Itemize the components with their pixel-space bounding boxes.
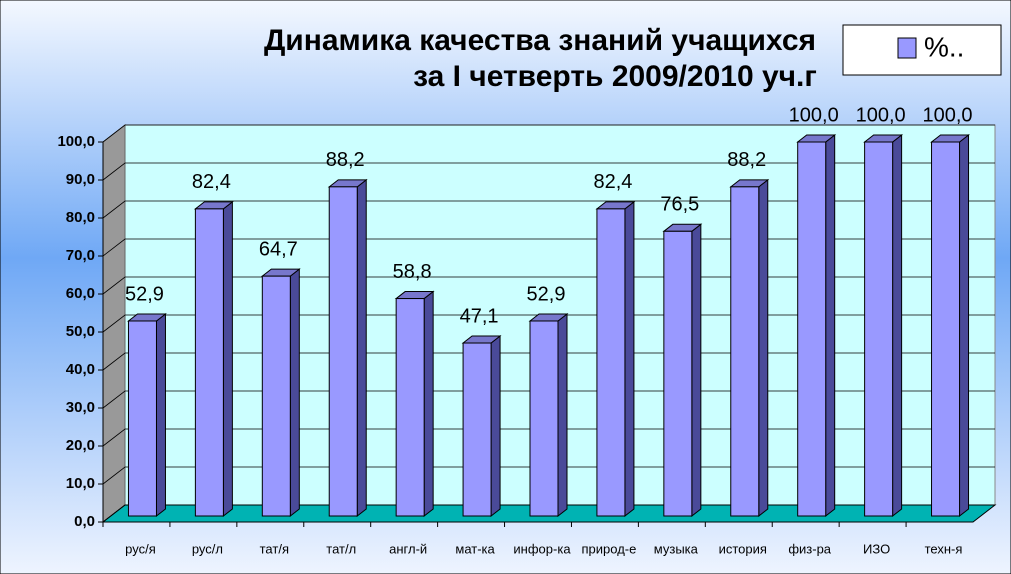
- x-tick-label: рус/л: [192, 541, 223, 556]
- bar-front: [529, 320, 559, 517]
- bar-side: [289, 268, 300, 518]
- bar: [528, 312, 569, 518]
- bar-front: [730, 186, 760, 517]
- x-tick-label: англ-й: [389, 541, 427, 556]
- value-label: 82,4: [192, 171, 231, 193]
- y-tick-label: 90,0: [66, 171, 95, 188]
- value-label: 64,7: [259, 238, 298, 260]
- bar: [729, 178, 770, 518]
- grid-line: [102, 162, 995, 181]
- bar-front: [663, 230, 693, 517]
- bar: [260, 268, 301, 518]
- bar-front: [864, 141, 894, 517]
- y-tick-label: 50,0: [66, 323, 95, 340]
- bar: [193, 200, 234, 518]
- bar-front: [395, 298, 425, 517]
- bar-side: [356, 178, 367, 518]
- bar-side: [959, 133, 970, 518]
- bar: [863, 133, 904, 518]
- bar: [595, 200, 636, 518]
- chart-title: за I четверть 2009/2010 уч.г: [413, 60, 817, 93]
- bar-front: [596, 208, 626, 517]
- x-tick-label: тат/я: [260, 541, 289, 556]
- y-tick-label: 70,0: [66, 247, 95, 264]
- grid-line: [102, 276, 995, 295]
- value-label: 88,2: [727, 149, 766, 171]
- value-label: 100,0: [789, 104, 839, 126]
- bar-front: [127, 320, 157, 517]
- bar-front: [462, 342, 492, 517]
- bar-side: [758, 178, 769, 518]
- bar-front: [931, 141, 961, 517]
- grid-line: [102, 124, 995, 143]
- legend: [842, 24, 1002, 76]
- y-tick-label: 80,0: [66, 209, 95, 226]
- value-label: 100,0: [856, 104, 906, 126]
- value-label: 88,2: [326, 149, 365, 171]
- bar: [662, 223, 703, 518]
- x-tick-label: история: [719, 541, 767, 556]
- x-tick-label: мат-ка: [455, 541, 495, 556]
- grid-line: [102, 238, 995, 257]
- y-tick-label: 60,0: [66, 285, 95, 302]
- value-label: 82,4: [593, 171, 632, 193]
- x-tick-label: музыка: [654, 541, 699, 556]
- y-tick-label: 100,0: [57, 133, 95, 150]
- grid-line: [102, 352, 995, 371]
- bar: [930, 133, 970, 518]
- bar-side: [423, 290, 434, 518]
- y-tick-label: 0,0: [74, 513, 95, 530]
- grid-line: [102, 390, 995, 409]
- legend-label: %..: [924, 31, 964, 62]
- x-tick-label: рус/я: [125, 541, 156, 556]
- grid-line: [102, 314, 995, 333]
- value-label: 76,5: [660, 194, 699, 216]
- grid-line: [102, 200, 995, 219]
- value-label: 47,1: [460, 305, 499, 327]
- bar-side: [557, 312, 568, 518]
- bar-side: [222, 200, 233, 518]
- bar-side: [825, 133, 836, 518]
- bar-side: [892, 133, 903, 518]
- value-label: 52,9: [125, 283, 164, 305]
- x-tick-label: ИЗО: [863, 541, 890, 556]
- bar-side: [624, 200, 635, 518]
- x-tick-label: техн-я: [925, 541, 963, 556]
- x-tick-label: тат/л: [326, 541, 356, 556]
- bar-front: [194, 208, 224, 517]
- bar-front: [797, 141, 827, 517]
- bar: [394, 290, 435, 518]
- chart-title: Динамика качества знаний учащихся: [264, 24, 816, 57]
- bar: [461, 334, 502, 518]
- bar-side: [155, 312, 166, 518]
- grid-line: [102, 428, 995, 447]
- grid-line: [102, 504, 995, 523]
- y-tick-label: 10,0: [66, 475, 95, 492]
- y-tick-label: 30,0: [66, 399, 95, 416]
- bar-front: [261, 275, 291, 517]
- bar-side: [490, 334, 501, 518]
- x-tick-label: природ-е: [581, 541, 636, 556]
- bar-front: [328, 186, 358, 517]
- legend-swatch: [897, 37, 917, 59]
- y-tick-label: 20,0: [66, 437, 95, 454]
- bar: [796, 133, 837, 518]
- grid-line: [102, 466, 995, 485]
- x-tick-label: инфор-ка: [513, 541, 571, 556]
- bar: [127, 312, 167, 518]
- bar: [327, 178, 368, 518]
- value-label: 58,8: [393, 261, 432, 283]
- bar-side: [691, 223, 702, 518]
- value-label: 100,0: [923, 104, 973, 126]
- y-tick-label: 40,0: [66, 361, 95, 378]
- x-tick-label: физ-ра: [788, 541, 831, 556]
- value-label: 52,9: [527, 283, 566, 305]
